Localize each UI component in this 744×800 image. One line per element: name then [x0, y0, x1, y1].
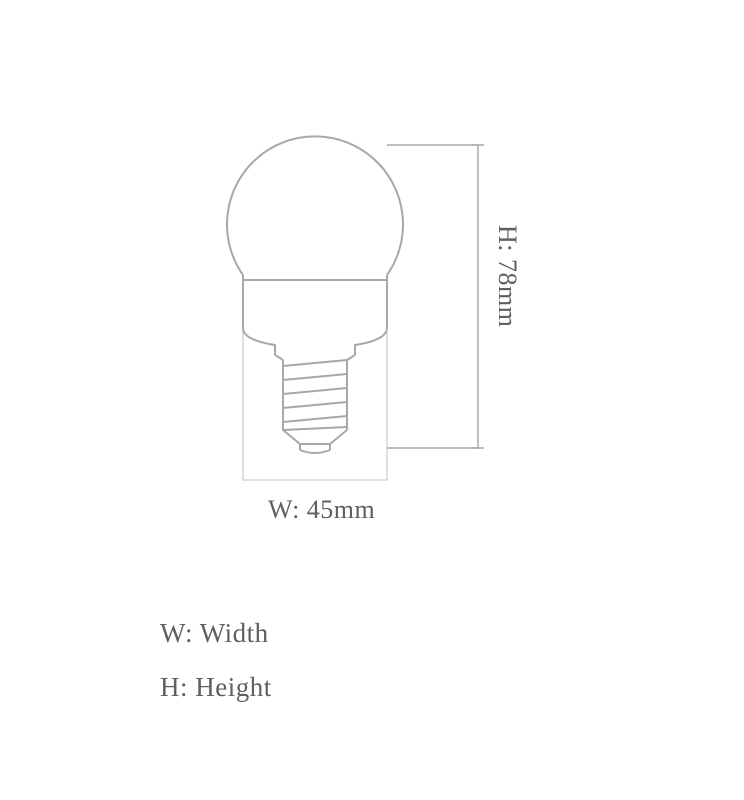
width-dimension-label: W: 45mm [268, 495, 375, 525]
bulb-drawing [0, 0, 744, 800]
diagram-stage: W: 45mm H: 78mm W: Width H: Height [0, 0, 744, 800]
height-dimension [387, 145, 484, 448]
legend-height: H: Height [160, 672, 272, 703]
bulb-globe [227, 136, 403, 275]
bulb-contact-taper [283, 430, 347, 444]
bulb-contact-tip [300, 450, 330, 453]
legend-width: W: Width [160, 618, 269, 649]
bulb-shoulder [243, 328, 387, 355]
bulb-screw-threads [283, 360, 347, 430]
height-dimension-label: H: 78mm [492, 225, 522, 327]
